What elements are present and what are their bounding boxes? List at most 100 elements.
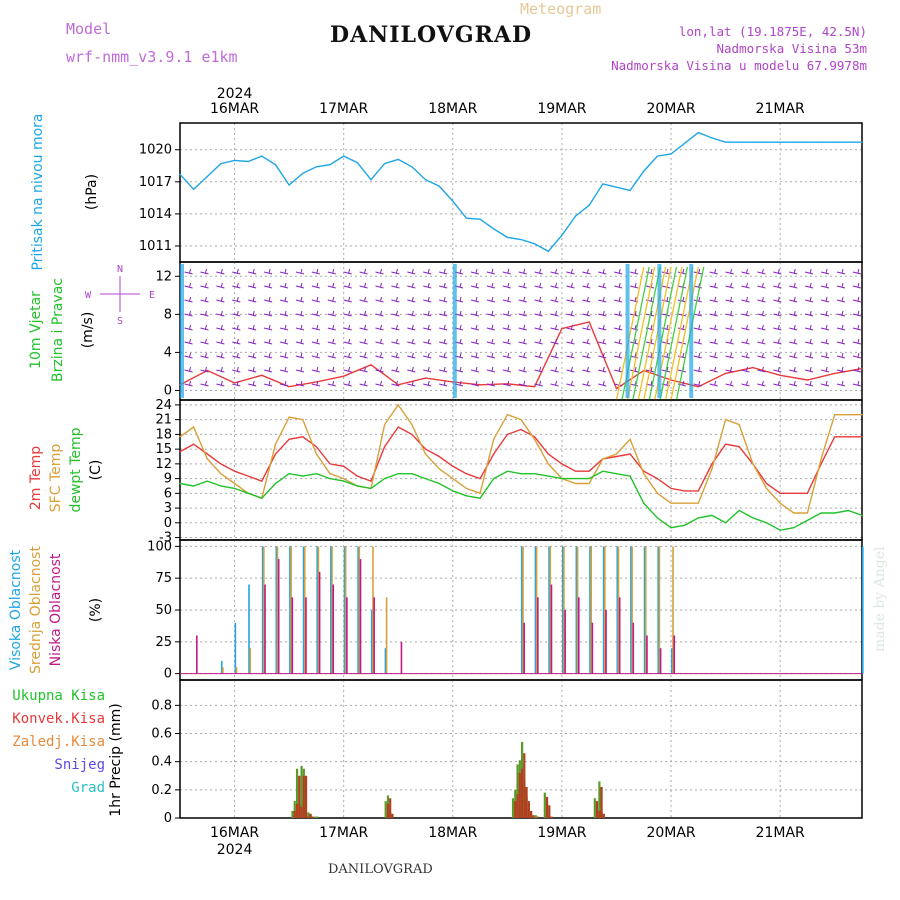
data-point <box>288 386 290 388</box>
precip-bar <box>314 816 317 818</box>
data-point <box>465 473 468 475</box>
wind-barb <box>820 299 830 303</box>
wind-barb <box>534 271 543 275</box>
cloud-bar <box>577 597 580 674</box>
cloud-bar <box>576 546 579 674</box>
wind-barb <box>375 369 384 373</box>
wind-barb <box>741 341 750 345</box>
cloud-ylabel-3: Niska Oblacnost <box>48 553 64 666</box>
cloud-bar <box>643 546 646 674</box>
wind-barb <box>805 313 814 317</box>
data-point <box>861 514 863 517</box>
cloud-bar <box>316 546 318 674</box>
wind-barb <box>693 327 702 331</box>
wind-barb <box>586 282 589 288</box>
wind-barb <box>411 352 414 358</box>
wind-barb <box>184 383 193 387</box>
wind-barb <box>693 383 702 387</box>
wind-barb <box>364 310 367 316</box>
wind-barb <box>602 282 605 288</box>
cloud-bar <box>289 546 291 674</box>
data-point <box>411 166 413 168</box>
wind-barb <box>730 310 733 316</box>
data-point <box>834 372 836 374</box>
wind-barb <box>502 285 511 289</box>
data-point <box>779 141 781 143</box>
cloud-bar <box>590 546 592 674</box>
wind-barb <box>550 299 559 303</box>
wind-barb <box>714 380 717 386</box>
wind-barb <box>507 366 510 372</box>
wind-barb <box>602 324 605 330</box>
wind-barb <box>618 296 621 302</box>
wind-barb <box>809 282 812 288</box>
wind-barb <box>693 299 702 303</box>
data-point <box>615 387 618 390</box>
wind-barb <box>598 369 607 373</box>
wind-barb <box>741 369 750 373</box>
y-tick-label: 25 <box>155 635 172 650</box>
wind-barb <box>232 327 241 331</box>
precip-bar <box>595 801 599 818</box>
wind-barb <box>809 268 812 274</box>
wind-barb <box>555 338 558 344</box>
wind-barb <box>757 313 766 317</box>
data-point <box>343 480 345 482</box>
precip-bar <box>527 801 530 818</box>
wind-barb <box>391 299 400 303</box>
wind-barb <box>598 383 607 387</box>
wind-barb <box>252 296 255 302</box>
data-point <box>233 487 236 490</box>
data-point <box>738 423 740 426</box>
data-point <box>465 487 468 490</box>
wind-barb <box>825 324 828 330</box>
wind-barb <box>248 355 257 359</box>
data-point <box>193 485 195 487</box>
wind-barb <box>730 296 733 302</box>
wind-barb <box>507 310 510 316</box>
data-point <box>588 477 590 480</box>
wind-barb <box>284 296 287 302</box>
data-point <box>315 166 317 168</box>
wind-barb <box>586 366 589 372</box>
wind-barb <box>550 271 559 275</box>
precip-legend-4: Grad <box>71 780 105 796</box>
data-point <box>684 490 686 492</box>
data-point <box>834 436 836 438</box>
cloud-ylabel-1: Visoka Oblacnost <box>8 549 24 670</box>
wind-barb <box>220 324 223 330</box>
wind-barb <box>570 324 573 330</box>
y-tick-label: 50 <box>155 603 172 618</box>
data-point <box>615 453 618 455</box>
wind-barb <box>825 366 828 372</box>
wind-barb <box>757 355 766 359</box>
data-point <box>302 436 304 438</box>
cloud-bar <box>276 546 279 674</box>
cloud-bar <box>630 546 632 674</box>
data-point <box>411 423 413 426</box>
wind-barb <box>248 313 257 317</box>
compass-w: W <box>85 290 92 301</box>
wind-barb <box>746 324 748 330</box>
data-point <box>779 492 781 494</box>
data-point <box>629 453 631 455</box>
wind-calm-marker <box>689 264 694 398</box>
data-point <box>656 477 659 480</box>
wind-barb <box>550 355 559 359</box>
wind-barb <box>820 327 830 331</box>
wind-barb <box>566 383 575 387</box>
data-point <box>820 141 822 143</box>
data-point <box>779 502 781 504</box>
wind-barb <box>507 380 510 386</box>
wind-barb <box>364 282 367 288</box>
data-point <box>738 141 740 143</box>
wind-barb <box>746 338 748 344</box>
data-point <box>329 477 331 480</box>
wind-barb <box>189 310 192 316</box>
wind-barb <box>730 338 733 344</box>
wind-barb <box>248 327 257 331</box>
wind-barb <box>618 324 621 330</box>
wind-barb <box>268 366 271 372</box>
wind-barb <box>252 338 255 344</box>
wind-barb <box>650 268 653 274</box>
